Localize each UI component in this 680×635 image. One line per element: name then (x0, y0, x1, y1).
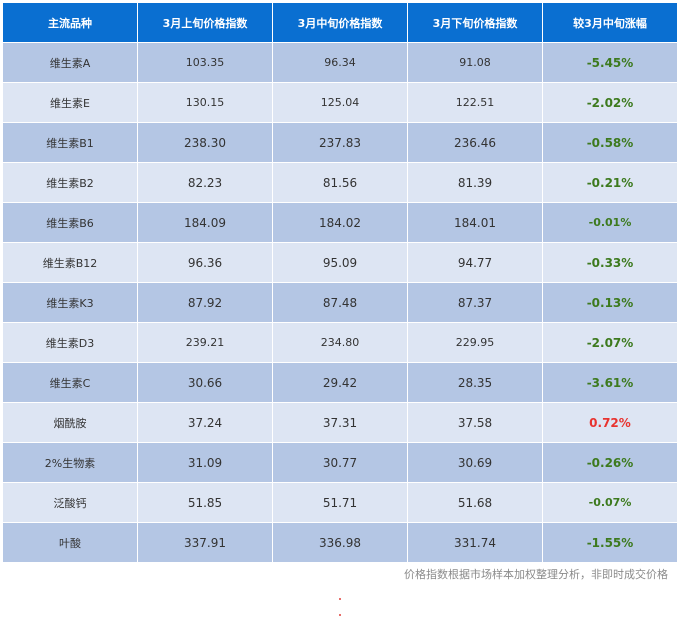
cell-variety: 烟酰胺 (3, 402, 138, 442)
cell-late-march: 122.51 (408, 82, 543, 122)
cell-variety: 维生素B1 (3, 122, 138, 162)
header-early-march: 3月上旬价格指数 (138, 3, 273, 42)
header-variety: 主流品种 (3, 3, 138, 42)
table-row: 维生素E 130.15 125.04 122.51 -2.02% (3, 82, 677, 122)
cell-early-march: 30.66 (138, 362, 273, 402)
cell-variety: 维生素D3 (3, 322, 138, 362)
decorative-dot (339, 598, 341, 600)
cell-mid-march: 29.42 (273, 362, 408, 402)
table-row: 2%生物素 31.09 30.77 30.69 -0.26% (3, 442, 677, 482)
table-row: 维生素D3 239.21 234.80 229.95 -2.07% (3, 322, 677, 362)
cell-variety: 维生素E (3, 82, 138, 122)
cell-change: -3.61% (543, 362, 677, 402)
cell-late-march: 81.39 (408, 162, 543, 202)
cell-late-march: 87.37 (408, 282, 543, 322)
price-index-table: 主流品种 3月上旬价格指数 3月中旬价格指数 3月下旬价格指数 较3月中旬涨幅 … (3, 3, 677, 562)
cell-variety: 维生素B2 (3, 162, 138, 202)
cell-change: -0.01% (543, 202, 677, 242)
header-late-march: 3月下旬价格指数 (408, 3, 543, 42)
cell-early-march: 130.15 (138, 82, 273, 122)
cell-change: -0.33% (543, 242, 677, 282)
cell-variety: 2%生物素 (3, 442, 138, 482)
cell-variety: 维生素C (3, 362, 138, 402)
cell-late-march: 94.77 (408, 242, 543, 282)
cell-mid-march: 87.48 (273, 282, 408, 322)
cell-variety: 维生素B12 (3, 242, 138, 282)
cell-late-march: 51.68 (408, 482, 543, 522)
table-row: 烟酰胺 37.24 37.31 37.58 0.72% (3, 402, 677, 442)
cell-mid-march: 37.31 (273, 402, 408, 442)
cell-late-march: 30.69 (408, 442, 543, 482)
cell-change: -2.07% (543, 322, 677, 362)
cell-mid-march: 51.71 (273, 482, 408, 522)
table-row: 泛酸钙 51.85 51.71 51.68 -0.07% (3, 482, 677, 522)
cell-change: -1.55% (543, 522, 677, 562)
table-row: 维生素C 30.66 29.42 28.35 -3.61% (3, 362, 677, 402)
cell-late-march: 37.58 (408, 402, 543, 442)
cell-mid-march: 336.98 (273, 522, 408, 562)
table-row: 叶酸 337.91 336.98 331.74 -1.55% (3, 522, 677, 562)
cell-early-march: 337.91 (138, 522, 273, 562)
cell-change: -0.26% (543, 442, 677, 482)
footnote: 价格指数根据市场样本加权整理分析，非即时成交价格 (404, 568, 668, 581)
cell-variety: 维生素K3 (3, 282, 138, 322)
cell-late-march: 91.08 (408, 42, 543, 82)
cell-late-march: 184.01 (408, 202, 543, 242)
cell-late-march: 331.74 (408, 522, 543, 562)
cell-late-march: 28.35 (408, 362, 543, 402)
cell-change: -5.45% (543, 42, 677, 82)
cell-variety: 维生素B6 (3, 202, 138, 242)
cell-early-march: 238.30 (138, 122, 273, 162)
header-mid-march: 3月中旬价格指数 (273, 3, 408, 42)
header-change: 较3月中旬涨幅 (543, 3, 677, 42)
cell-variety: 维生素A (3, 42, 138, 82)
table-row: 维生素K3 87.92 87.48 87.37 -0.13% (3, 282, 677, 322)
decorative-dot (339, 614, 341, 616)
table-header: 主流品种 3月上旬价格指数 3月中旬价格指数 3月下旬价格指数 较3月中旬涨幅 (3, 3, 677, 42)
cell-mid-march: 125.04 (273, 82, 408, 122)
cell-early-march: 82.23 (138, 162, 273, 202)
table-body: 维生素A 103.35 96.34 91.08 -5.45% 维生素E 130.15 125.… (3, 42, 677, 562)
cell-mid-march: 96.34 (273, 42, 408, 82)
cell-mid-march: 81.56 (273, 162, 408, 202)
table-row: 维生素B12 96.36 95.09 94.77 -0.33% (3, 242, 677, 282)
cell-early-march: 239.21 (138, 322, 273, 362)
cell-change: -0.58% (543, 122, 677, 162)
cell-mid-march: 237.83 (273, 122, 408, 162)
table-row: 维生素B2 82.23 81.56 81.39 -0.21% (3, 162, 677, 202)
cell-early-march: 51.85 (138, 482, 273, 522)
cell-mid-march: 184.02 (273, 202, 408, 242)
cell-early-march: 184.09 (138, 202, 273, 242)
cell-early-march: 37.24 (138, 402, 273, 442)
cell-mid-march: 234.80 (273, 322, 408, 362)
cell-change: -0.07% (543, 482, 677, 522)
cell-early-march: 103.35 (138, 42, 273, 82)
table-row: 维生素B1 238.30 237.83 236.46 -0.58% (3, 122, 677, 162)
cell-change: -0.21% (543, 162, 677, 202)
cell-late-march: 236.46 (408, 122, 543, 162)
cell-late-march: 229.95 (408, 322, 543, 362)
cell-variety: 泛酸钙 (3, 482, 138, 522)
cell-early-march: 31.09 (138, 442, 273, 482)
cell-change: 0.72% (543, 402, 677, 442)
table-row: 维生素A 103.35 96.34 91.08 -5.45% (3, 42, 677, 82)
cell-early-march: 96.36 (138, 242, 273, 282)
cell-change: -2.02% (543, 82, 677, 122)
cell-change: -0.13% (543, 282, 677, 322)
cell-variety: 叶酸 (3, 522, 138, 562)
cell-early-march: 87.92 (138, 282, 273, 322)
cell-mid-march: 95.09 (273, 242, 408, 282)
cell-mid-march: 30.77 (273, 442, 408, 482)
table-row: 维生素B6 184.09 184.02 184.01 -0.01% (3, 202, 677, 242)
